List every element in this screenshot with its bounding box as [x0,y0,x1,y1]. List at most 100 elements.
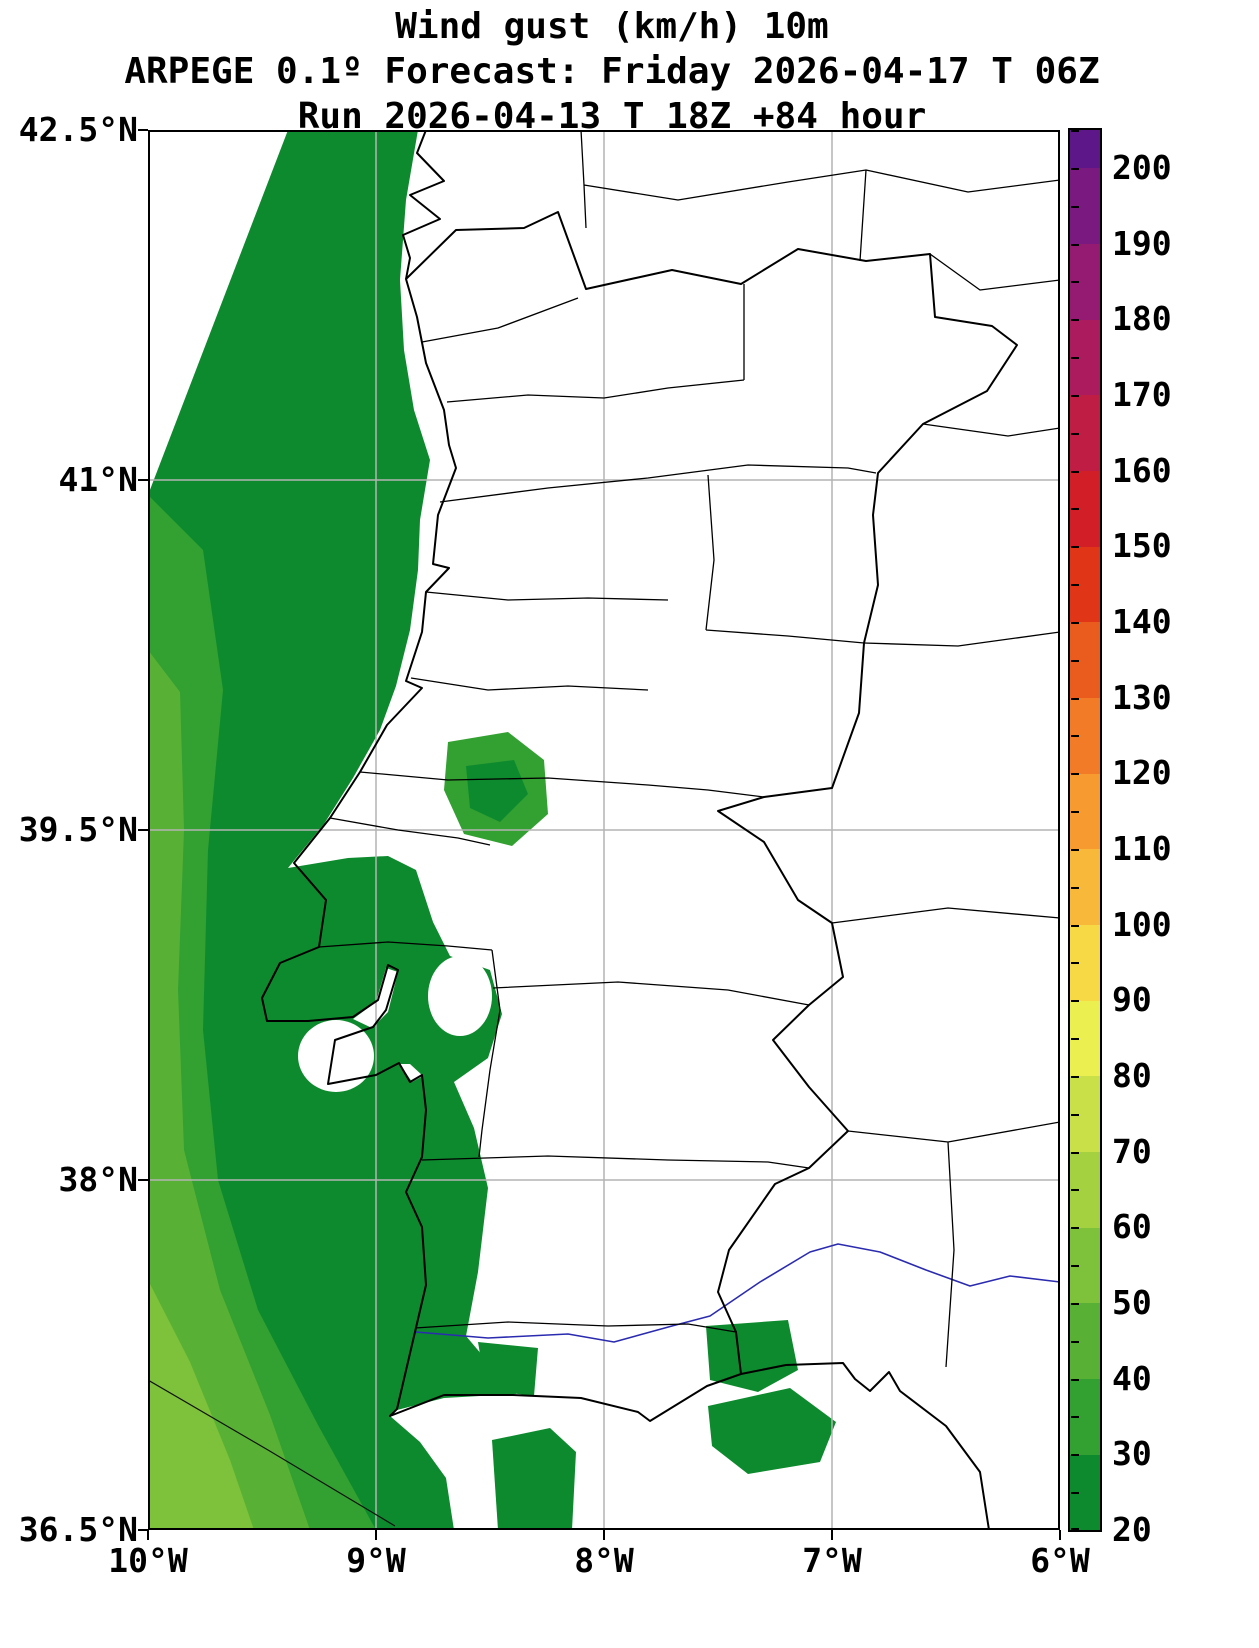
colorbar-frame [1068,128,1102,1532]
colorbar-tick-mark [1071,243,1079,246]
lat-tick-mark [138,1179,148,1181]
lat-tick-label: 36.5°N [18,1510,138,1549]
algarve-patch-1 [478,1342,538,1396]
portugal-district-boundaries [318,284,877,1333]
colorbar-tick-mark [1071,1265,1079,1268]
lon-tick-label: 7°W [802,1541,862,1580]
lon-tick-label: 8°W [574,1541,634,1580]
chart-title: Wind gust (km/h) 10m ARPEGE 0.1º Forecas… [0,4,1224,139]
colorbar-tick-mark [1071,1454,1079,1457]
colorbar-tick-label: 190 [1112,223,1172,263]
tagus-estuary-water [353,968,398,1028]
lon-tick-label: 9°W [346,1541,406,1580]
lat-tick-mark [138,829,148,831]
gridlines [148,130,1060,1530]
inland-patch-inner [466,760,528,822]
colorbar-tick-label: 50 [1112,1282,1152,1322]
lon-tick-mark [1059,1530,1061,1540]
cadiz-gulf-patch [708,1388,836,1474]
colorbar-tick-mark [1071,697,1079,700]
colorbar-tick-label: 180 [1112,299,1172,339]
colorbar-tick-mark [1071,848,1079,851]
colorbar-tick-mark [1071,621,1079,624]
colorbar-tick-mark [1071,735,1079,738]
colorbar-tick-mark [1071,546,1079,549]
lat-tick-mark [138,1529,148,1531]
lat-tick-label: 42.5°N [18,110,138,149]
colorbar-tick-label: 60 [1112,1207,1152,1247]
colorbar-tick-label: 160 [1112,450,1172,490]
colorbar-tick-mark [1071,281,1079,284]
colorbar-tick-mark [1071,470,1079,473]
colorbar-tick-mark [1071,432,1079,435]
colorbar-tick-mark [1071,584,1079,587]
colorbar-tick-mark [1071,394,1079,397]
colorbar-tick-label: 120 [1112,753,1172,793]
lon-tick-mark [147,1530,149,1540]
colorbar-tick-mark [1071,811,1079,814]
colorbar-tick-label: 90 [1112,980,1152,1020]
colorbar-tick-mark [1071,205,1079,208]
colorbar-tick-label: 140 [1112,601,1172,641]
colorbar-tick-mark [1071,1038,1079,1041]
colorbar-tick-mark [1071,1075,1079,1078]
colorbar-tick-mark [1071,1113,1079,1116]
colorbar-tick-mark [1071,1340,1079,1343]
colorbar-tick-mark [1071,1227,1079,1230]
plot-frame [148,130,1060,1530]
spain-province-boundaries [580,130,1060,1368]
band-50-60-sw-corner [148,1280,254,1530]
colorbar-tick-label: 130 [1112,677,1172,717]
colorbar-tick-mark [1071,962,1079,965]
colorbar-tick-label: 80 [1112,1055,1152,1095]
colorbar-tick-mark [1071,1528,1079,1530]
lon-tick-mark [375,1530,377,1540]
colorbar-tick-mark [1071,357,1079,360]
south-bottom-patch [492,1428,576,1530]
band-40-50-west [148,650,310,1530]
colorbar-tick-mark [1071,1000,1079,1003]
offshore-boundary-line [148,1379,396,1527]
lon-tick-mark [603,1530,605,1540]
colorbar-tick-label: 40 [1112,1358,1152,1398]
colorbar-tick-mark [1071,1378,1079,1381]
colorbar-tick-mark [1071,659,1079,662]
white-hole-setubal [298,1020,374,1092]
colorbar-tick-label: 170 [1112,374,1172,414]
colorbar-segment [1070,130,1100,169]
chart-title-line2: ARPEGE 0.1º Forecast: Friday 2026-04-17 … [124,51,1100,92]
colorbar-tick-label: 70 [1112,1131,1152,1171]
lat-tick-mark [138,129,148,131]
lat-tick-label: 39.5°N [18,810,138,849]
colorbar-tick-mark [1071,773,1079,776]
colorbar-tick-mark [1071,1492,1079,1495]
colorbar-tick-mark [1071,319,1079,322]
colorbar-tick-label: 30 [1112,1434,1152,1474]
colorbar-tick-label: 20 [1112,1510,1152,1549]
river-line [415,1243,1060,1343]
lon-tick-label: 10°W [108,1541,188,1580]
coastline-path [261,130,990,1530]
colorbar-tick-mark [1071,1189,1079,1192]
algarve-patch-2 [706,1320,798,1392]
lat-tick-label: 38°N [58,1160,138,1199]
colorbar-tick-mark [1071,886,1079,889]
lat-tick-mark [138,479,148,481]
lon-tick-mark [831,1530,833,1540]
colorbar-tick-mark [1071,167,1079,170]
white-hole-lisbon-east [428,956,492,1036]
lon-tick-label: 6°W [1030,1541,1090,1580]
chart-title-line1: Wind gust (km/h) 10m [395,6,829,47]
colorbar-tick-mark [1071,1302,1079,1305]
colorbar-tick-label: 100 [1112,904,1172,944]
map-plot [148,130,1060,1530]
colorbar-tick-mark [1071,1416,1079,1419]
colorbar-tick-label: 150 [1112,526,1172,566]
colorbar-tick-mark [1071,508,1079,511]
colorbar-tick-mark [1071,924,1079,927]
lat-tick-label: 41°N [58,460,138,499]
colorbar-tick-label: 110 [1112,828,1172,868]
colorbar-tick-mark [1071,1151,1079,1154]
